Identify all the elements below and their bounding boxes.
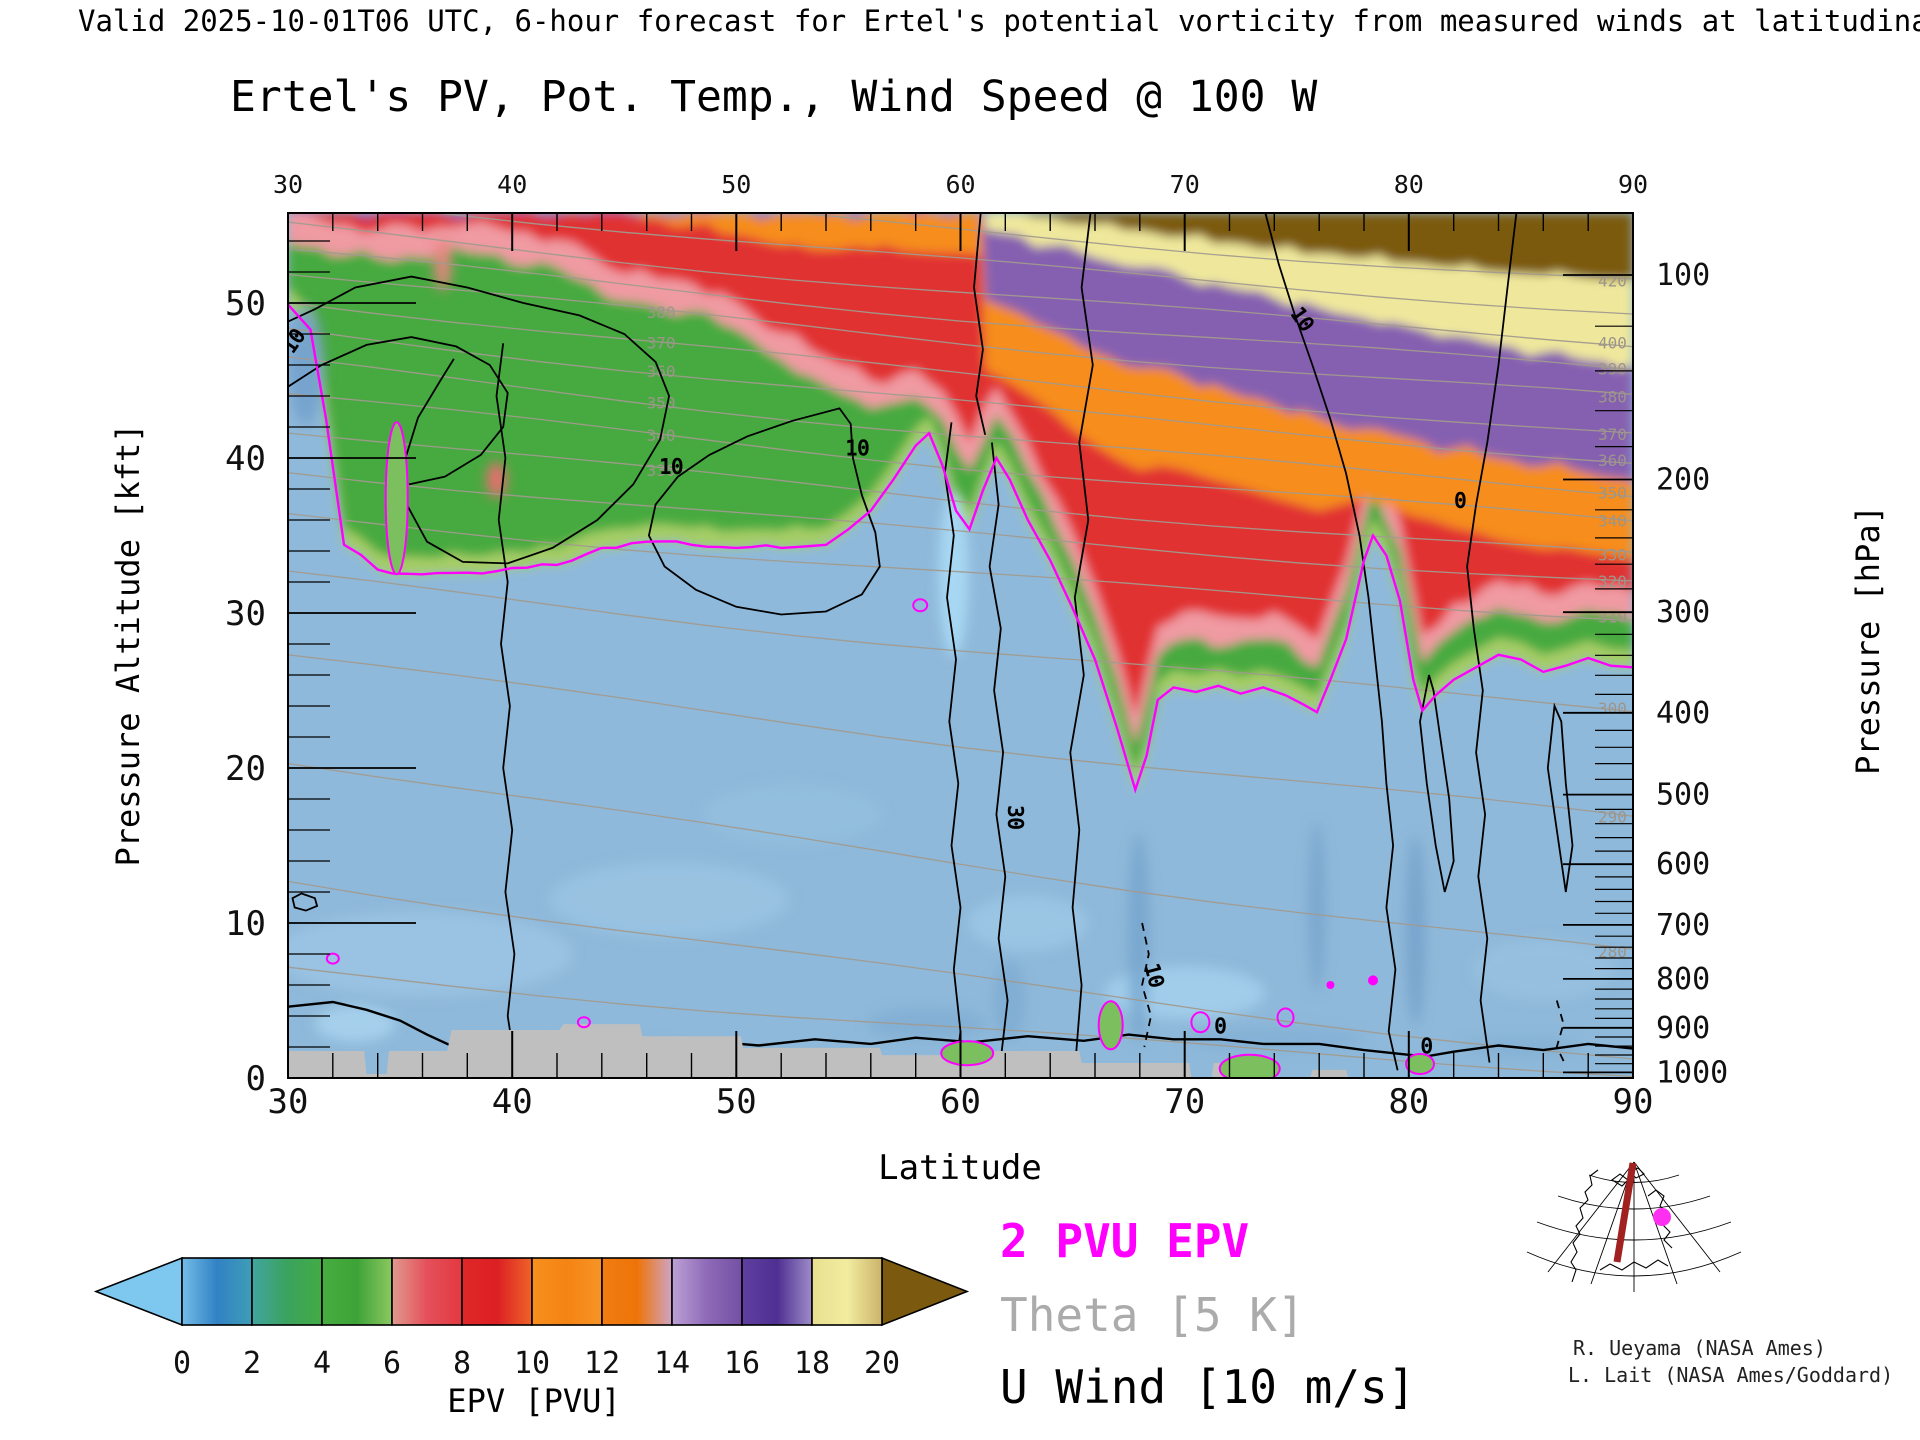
svg-text:900: 900 bbox=[1656, 1011, 1710, 1046]
svg-text:1000: 1000 bbox=[1656, 1055, 1728, 1090]
svg-text:300: 300 bbox=[1656, 595, 1710, 630]
map-section-line bbox=[1613, 1162, 1637, 1263]
svg-text:70: 70 bbox=[1164, 1082, 1205, 1122]
svg-text:300: 300 bbox=[1598, 699, 1627, 718]
credit-line-1: R. Ueyama (NASA Ames) bbox=[1573, 1336, 1826, 1360]
svg-text:20: 20 bbox=[225, 749, 266, 789]
map-coastline-west bbox=[1570, 1169, 1599, 1283]
svg-text:4: 4 bbox=[313, 1346, 331, 1381]
svg-text:60: 60 bbox=[945, 170, 975, 199]
svg-text:18: 18 bbox=[794, 1346, 830, 1381]
svg-text:420: 420 bbox=[1598, 271, 1627, 290]
svg-text:30: 30 bbox=[1004, 806, 1028, 830]
svg-text:60: 60 bbox=[940, 1082, 981, 1122]
svg-text:6: 6 bbox=[383, 1346, 401, 1381]
svg-text:30: 30 bbox=[225, 594, 266, 634]
svg-text:0: 0 bbox=[1454, 489, 1466, 513]
svg-text:360: 360 bbox=[1598, 451, 1627, 470]
svg-text:320: 320 bbox=[1598, 572, 1627, 591]
svg-text:80: 80 bbox=[1388, 1082, 1429, 1122]
svg-text:350: 350 bbox=[647, 394, 676, 413]
legend-theta: Theta [5 K] bbox=[1000, 1288, 1305, 1342]
svg-text:0: 0 bbox=[246, 1059, 266, 1099]
svg-text:12: 12 bbox=[584, 1346, 620, 1381]
svg-text:280: 280 bbox=[1598, 943, 1627, 962]
svg-text:380: 380 bbox=[1598, 388, 1627, 407]
svg-text:500: 500 bbox=[1656, 778, 1710, 813]
svg-text:50: 50 bbox=[225, 284, 266, 324]
colorbar-caption: EPV [PVU] bbox=[447, 1382, 621, 1420]
svg-text:70: 70 bbox=[1170, 170, 1200, 199]
svg-text:330: 330 bbox=[647, 461, 676, 480]
map-location-dot bbox=[1653, 1208, 1671, 1226]
svg-text:40: 40 bbox=[225, 439, 266, 479]
svg-text:600: 600 bbox=[1656, 847, 1710, 882]
credit-line-2: L. Lait (NASA Ames/Goddard) bbox=[1568, 1363, 1894, 1387]
map-coastline-south bbox=[1599, 1259, 1669, 1271]
validity-header: Valid 2025-10-01T06 UTC, 6-hour forecast… bbox=[78, 4, 1920, 38]
svg-text:360: 360 bbox=[647, 362, 676, 381]
svg-text:10: 10 bbox=[514, 1346, 550, 1381]
svg-text:30: 30 bbox=[268, 1082, 309, 1122]
svg-text:400: 400 bbox=[1656, 696, 1710, 731]
svg-text:30: 30 bbox=[273, 170, 303, 199]
svg-text:40: 40 bbox=[497, 170, 527, 199]
svg-text:40: 40 bbox=[492, 1082, 533, 1122]
svg-text:80: 80 bbox=[1394, 170, 1424, 199]
svg-text:290: 290 bbox=[1598, 808, 1627, 827]
svg-text:800: 800 bbox=[1656, 962, 1710, 997]
svg-text:370: 370 bbox=[647, 334, 676, 353]
svg-text:390: 390 bbox=[1598, 360, 1627, 379]
plot-title: Ertel's PV, Pot. Temp., Wind Speed @ 100… bbox=[230, 72, 1318, 122]
svg-text:340: 340 bbox=[1598, 512, 1627, 531]
svg-text:700: 700 bbox=[1656, 908, 1710, 943]
svg-text:8: 8 bbox=[453, 1346, 471, 1381]
svg-text:310: 310 bbox=[1598, 608, 1627, 627]
svg-text:200: 200 bbox=[1656, 463, 1710, 498]
svg-text:50: 50 bbox=[716, 1082, 757, 1122]
svg-text:330: 330 bbox=[1598, 546, 1627, 565]
svg-text:0: 0 bbox=[1214, 1014, 1226, 1038]
svg-text:350: 350 bbox=[1598, 484, 1627, 503]
svg-text:90: 90 bbox=[1618, 170, 1648, 199]
svg-text:16: 16 bbox=[724, 1346, 760, 1381]
map-inset bbox=[1526, 1161, 1742, 1292]
legend-u-wind: U Wind [10 m/s] bbox=[1000, 1360, 1416, 1414]
svg-text:14: 14 bbox=[654, 1346, 690, 1381]
svg-text:90: 90 bbox=[1613, 1082, 1654, 1122]
x-axis-title: Latitude bbox=[878, 1148, 1042, 1188]
svg-text:0: 0 bbox=[1421, 1034, 1433, 1058]
svg-text:400: 400 bbox=[1598, 333, 1627, 352]
svg-text:50: 50 bbox=[721, 170, 751, 199]
svg-text:2: 2 bbox=[243, 1346, 261, 1381]
svg-text:20: 20 bbox=[864, 1346, 900, 1381]
svg-text:370: 370 bbox=[1598, 425, 1627, 444]
svg-text:380: 380 bbox=[647, 303, 676, 322]
legend-2pvu-epv: 2 PVU EPV bbox=[1000, 1214, 1250, 1268]
svg-text:10: 10 bbox=[225, 904, 266, 944]
map-meridians bbox=[1547, 1161, 1721, 1292]
svg-text:100: 100 bbox=[1656, 258, 1710, 293]
svg-text:10: 10 bbox=[659, 455, 683, 479]
svg-text:10: 10 bbox=[845, 436, 869, 460]
svg-text:0: 0 bbox=[173, 1346, 191, 1381]
